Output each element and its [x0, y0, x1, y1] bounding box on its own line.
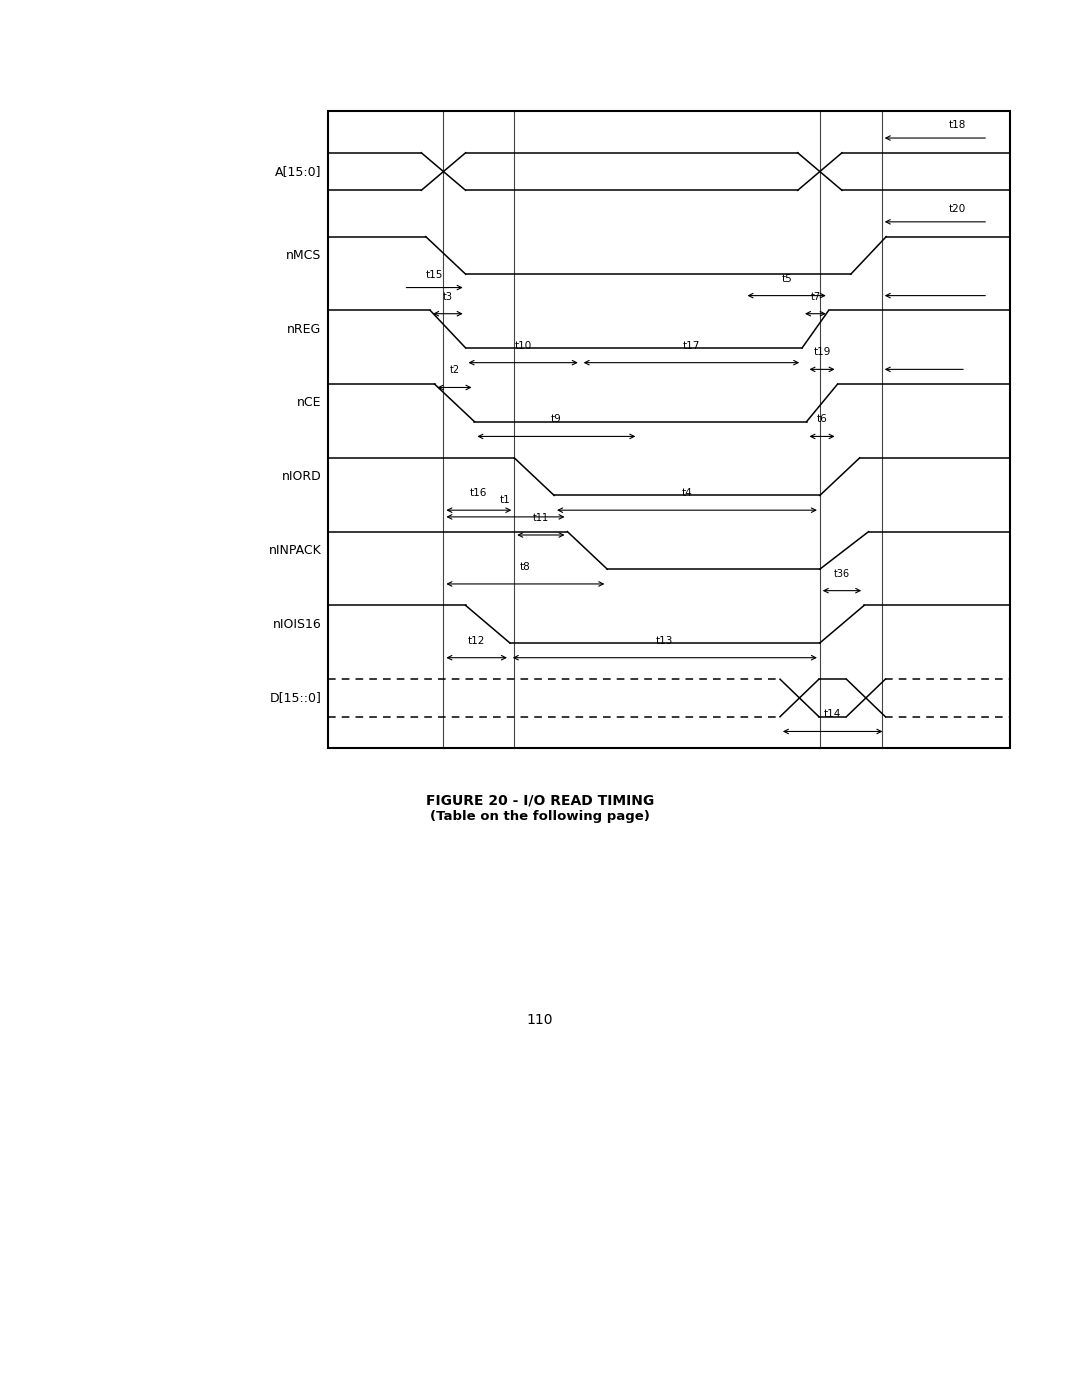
- Text: t18: t18: [948, 120, 966, 130]
- Text: A[15:0]: A[15:0]: [274, 165, 321, 177]
- Text: t8: t8: [519, 562, 530, 571]
- Text: t17: t17: [683, 341, 700, 351]
- Bar: [328, 112, 1010, 749]
- Text: t5: t5: [781, 274, 792, 284]
- Text: t3: t3: [443, 292, 453, 302]
- Text: nREG: nREG: [287, 323, 321, 335]
- Text: t19: t19: [813, 348, 831, 358]
- Text: D[15::0]: D[15::0]: [269, 692, 321, 704]
- Text: t2: t2: [449, 366, 460, 376]
- Text: nINPACK: nINPACK: [269, 543, 321, 557]
- Text: nCE: nCE: [297, 397, 321, 409]
- Text: t12: t12: [468, 636, 485, 645]
- Text: t10: t10: [514, 341, 531, 351]
- Text: FIGURE 20 - I/O READ TIMING: FIGURE 20 - I/O READ TIMING: [426, 793, 654, 807]
- Text: t13: t13: [657, 636, 674, 645]
- Text: 110: 110: [527, 1013, 553, 1027]
- Text: t4: t4: [681, 488, 692, 499]
- Text: t7: t7: [810, 292, 821, 302]
- Text: nIORD: nIORD: [282, 471, 321, 483]
- Text: t15: t15: [426, 270, 443, 279]
- Text: nMCS: nMCS: [286, 249, 321, 261]
- Text: t20: t20: [948, 204, 966, 214]
- Text: t36: t36: [834, 569, 850, 578]
- Text: t1: t1: [500, 495, 511, 504]
- Text: t14: t14: [824, 710, 841, 719]
- Text: t11: t11: [532, 513, 549, 522]
- Text: t9: t9: [551, 415, 562, 425]
- Text: nIOIS16: nIOIS16: [272, 617, 321, 630]
- Text: t6: t6: [816, 415, 827, 425]
- Text: (Table on the following page): (Table on the following page): [430, 810, 650, 823]
- Text: t16: t16: [470, 488, 487, 499]
